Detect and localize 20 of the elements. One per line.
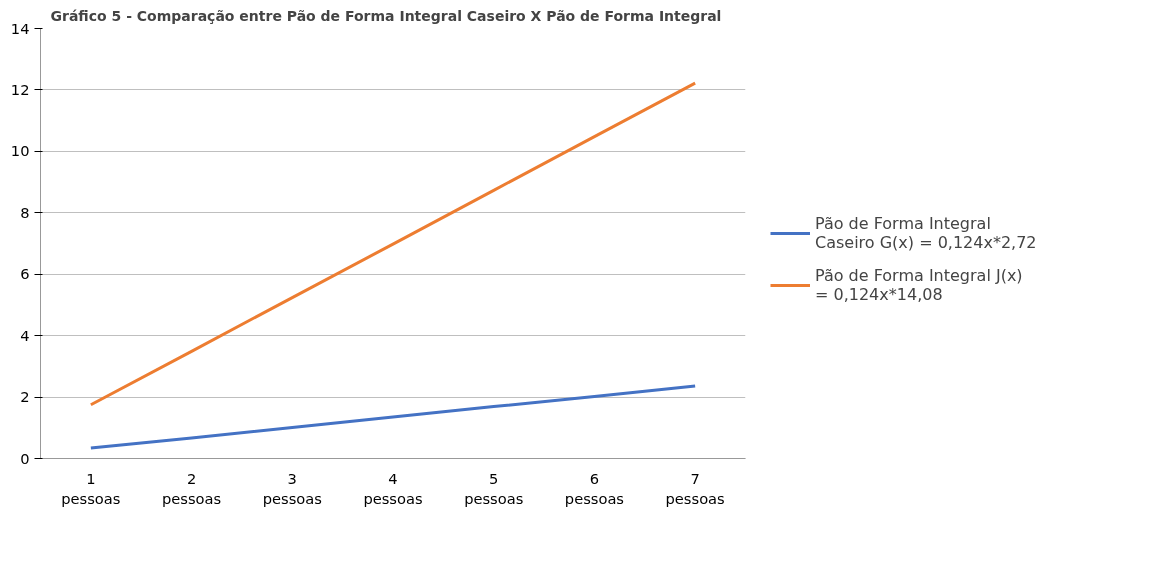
- x-tick-label: 5 pessoas: [464, 469, 524, 507]
- x-tick-label: 7 pessoas: [665, 469, 725, 507]
- x-tick-label: 4 pessoas: [363, 469, 423, 507]
- legend-label: Pão de Forma Integral J(x) = 0,124x*14,08: [815, 265, 1023, 304]
- y-tick-label: 2: [20, 388, 30, 406]
- x-tick-label: 6 pessoas: [564, 469, 625, 507]
- x-tick-label: 1 pessoas: [61, 469, 121, 507]
- y-tick-label: 12: [10, 80, 30, 98]
- x-tick-label: 2 pessoas: [161, 469, 222, 507]
- chart-title: Gráfico 5 - Comparação entre Pão de Forma Integral Caseiro X Pão de Forma Integral: [50, 7, 722, 24]
- legend-label: Pão de Forma Integral Caseiro G(x) = 0,124x*2,72: [815, 213, 1037, 252]
- y-tick-label: 0: [20, 449, 30, 467]
- x-tick-label: 3 pessoas: [262, 469, 322, 507]
- line-series: [89, 81, 697, 407]
- line-series: [89, 384, 697, 450]
- y-tick-label: 4: [20, 326, 30, 344]
- y-tick-label: 6: [20, 265, 30, 283]
- y-tick-label: 14: [10, 19, 30, 37]
- y-tick-label: 8: [20, 203, 30, 221]
- y-tick-label: 10: [10, 142, 30, 160]
